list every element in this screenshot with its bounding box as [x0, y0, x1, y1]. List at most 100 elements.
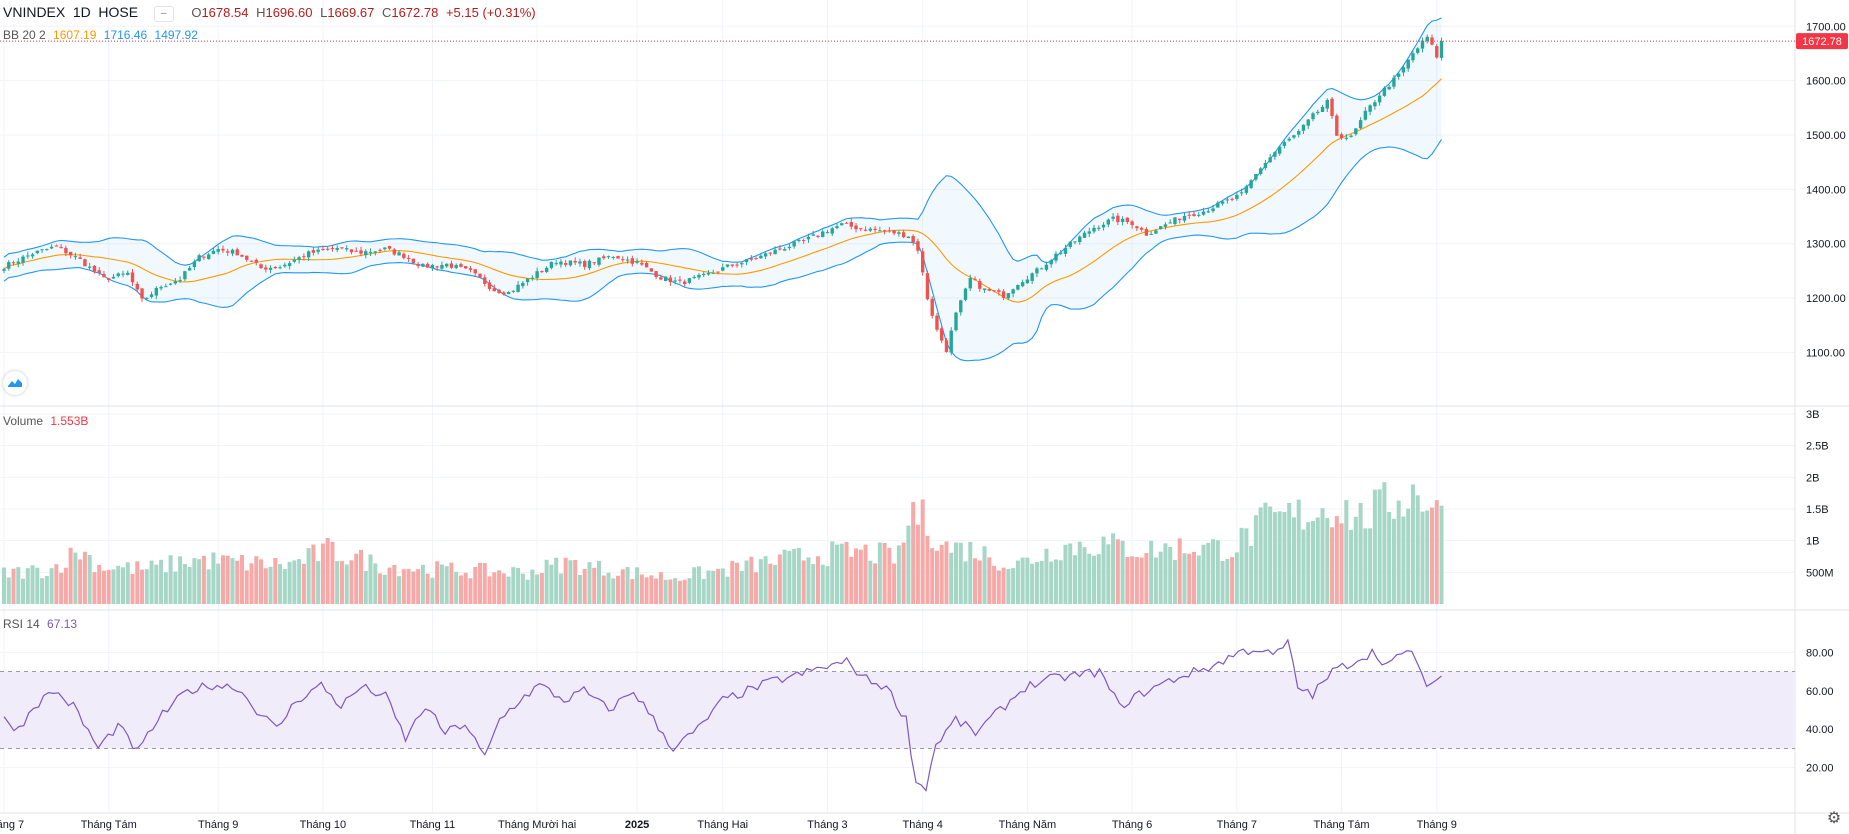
volume-bar: [101, 570, 106, 604]
volume-label: Volume: [3, 414, 44, 428]
gear-icon[interactable]: ⚙: [1826, 810, 1842, 827]
volume-legend[interactable]: Volume 1.553B: [3, 413, 92, 429]
volume-bar: [1382, 482, 1387, 604]
candle-body: [687, 278, 692, 283]
candle-body: [206, 254, 211, 260]
time-tick-label: Tháng 10: [300, 819, 346, 831]
volume-bar: [787, 550, 792, 604]
candle-body: [911, 235, 915, 243]
volume-bar: [1006, 569, 1011, 604]
price-tick-label: 1400.00: [1806, 184, 1846, 196]
volume-bar: [44, 576, 49, 604]
tradingview-logo-icon[interactable]: [3, 371, 27, 395]
candle-body: [1206, 211, 1210, 213]
interval-label[interactable]: 1D: [72, 4, 91, 20]
volume-bar: [1206, 542, 1211, 604]
candle-body: [435, 266, 439, 268]
candles: [2, 34, 1444, 356]
volume-bar: [1358, 502, 1363, 604]
candle-body: [368, 251, 373, 253]
candle-body: [430, 264, 435, 269]
rsi-legend[interactable]: RSI 14 67.13: [3, 616, 81, 632]
volume-bar: [1044, 548, 1049, 604]
candle-body: [706, 272, 711, 275]
candle-body: [1377, 95, 1382, 103]
volume-bar: [468, 578, 473, 604]
candle-body: [402, 253, 406, 258]
candle-body: [1011, 289, 1015, 294]
candle-body: [325, 248, 330, 250]
candle-body: [578, 261, 582, 264]
volume-bar: [282, 569, 287, 604]
volume-bar: [163, 572, 168, 604]
volume-bar: [1149, 540, 1154, 604]
time-tick-label: Tháng 6: [1112, 819, 1152, 831]
time-axis[interactable]: Tháng 7 Tháng Tám Tháng 9 Tháng 10 Tháng 11 T…: [0, 819, 1457, 831]
candle-body: [906, 236, 911, 239]
candle-body: [816, 235, 820, 237]
bb-basis-line: [3, 78, 1442, 303]
volume-bar: [587, 562, 592, 604]
candle-body: [1020, 282, 1025, 287]
time-tick-label: Tháng 9: [198, 819, 238, 831]
time-tick-label: Tháng Mười hai: [498, 819, 576, 831]
candle-body: [530, 277, 535, 279]
candle-body: [973, 279, 977, 281]
volume-bar: [968, 541, 973, 604]
bb-upper-value: 1716.46: [103, 28, 148, 42]
volume-bar: [696, 566, 701, 604]
candle-body: [249, 260, 254, 262]
candle-body: [768, 252, 773, 254]
candle-body: [454, 265, 458, 268]
volume-bar: [1144, 553, 1149, 604]
volume-bar: [1306, 522, 1311, 604]
volume-bar: [1406, 508, 1411, 604]
symbol-name[interactable]: VNINDEX: [3, 4, 66, 20]
volume-bar: [730, 561, 735, 604]
volume-bar: [701, 578, 706, 604]
volume-bar: [825, 566, 830, 604]
volume-bar: [206, 569, 211, 604]
bb-legend[interactable]: BB 20 2 1607.19 1716.46 1497.92: [3, 27, 202, 43]
volume-bar: [630, 579, 635, 604]
candle-body: [387, 246, 392, 249]
candle-body: [1082, 232, 1087, 238]
candle-body: [744, 259, 749, 263]
candle-body: [1235, 194, 1239, 199]
candle-body: [702, 273, 706, 276]
candle-body: [1016, 284, 1020, 290]
candle-body: [21, 256, 25, 263]
candle-body: [978, 281, 982, 289]
candle-body: [7, 262, 11, 269]
volume-tick-label: 500M: [1806, 567, 1834, 579]
candle-body: [116, 273, 120, 277]
volume-bar: [401, 569, 406, 604]
volume-bar: [316, 561, 321, 604]
volume-bar: [1339, 523, 1344, 604]
volume-bar: [68, 547, 73, 604]
price-axis[interactable]: 1100.00 1200.00 1300.00 1400.00 1500.00 1600.…: [1806, 21, 1846, 359]
volume-axis[interactable]: 500M 1B 1.5B 2B 2.5B 3B: [1806, 409, 1834, 579]
volume-bar: [444, 566, 449, 604]
rsi-axis[interactable]: 20.00 40.00 60.00 80.00: [1806, 647, 1834, 774]
candle-body: [1111, 216, 1115, 219]
candle-body: [292, 259, 297, 262]
candle-body: [1368, 105, 1372, 112]
minus-icon[interactable]: –: [153, 5, 174, 22]
candle-body: [1301, 124, 1306, 131]
candle-body: [611, 256, 615, 258]
candle-body: [1044, 264, 1049, 270]
candle-body: [1068, 241, 1072, 247]
candle-body: [1339, 134, 1344, 139]
volume-bar: [87, 554, 92, 604]
volume-bar: [963, 561, 968, 604]
open-value: 1678.54: [201, 5, 249, 20]
volume-bar: [1063, 544, 1068, 604]
candle-body: [525, 278, 530, 283]
volume-bar: [439, 564, 444, 604]
candle-body: [1416, 48, 1420, 53]
volume-bar: [839, 543, 844, 604]
volume-bar: [1115, 539, 1120, 604]
volume-bar: [430, 577, 435, 604]
